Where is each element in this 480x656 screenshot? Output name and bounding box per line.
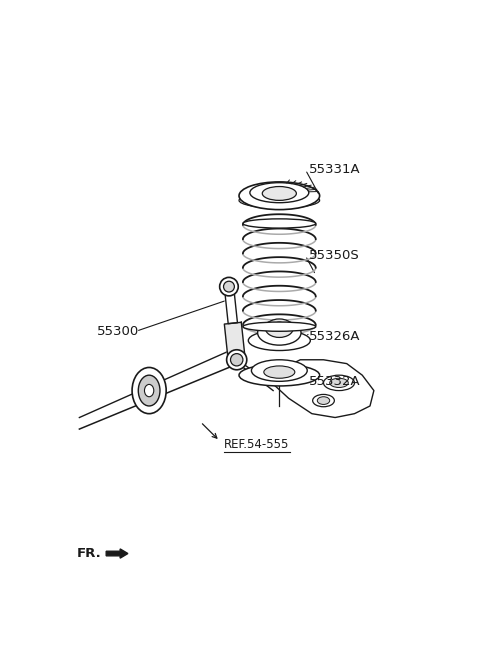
Ellipse shape (230, 354, 243, 366)
Ellipse shape (144, 384, 154, 397)
Ellipse shape (273, 322, 286, 331)
Text: 55332A: 55332A (309, 375, 361, 388)
Text: REF.54-555: REF.54-555 (224, 438, 289, 451)
Polygon shape (227, 352, 273, 390)
Ellipse shape (276, 324, 282, 329)
Ellipse shape (312, 394, 335, 407)
Text: FR.: FR. (77, 547, 101, 560)
Ellipse shape (243, 219, 316, 228)
Ellipse shape (324, 375, 355, 390)
Ellipse shape (248, 331, 311, 350)
Ellipse shape (239, 193, 320, 208)
Ellipse shape (138, 375, 160, 406)
Ellipse shape (262, 186, 296, 200)
Ellipse shape (317, 397, 330, 405)
Ellipse shape (265, 319, 293, 337)
Ellipse shape (243, 322, 316, 331)
Text: 55331A: 55331A (309, 163, 361, 176)
Ellipse shape (258, 321, 301, 345)
Ellipse shape (330, 379, 348, 388)
Ellipse shape (250, 182, 309, 203)
Ellipse shape (239, 182, 320, 210)
Ellipse shape (224, 281, 234, 292)
Polygon shape (224, 286, 240, 360)
Polygon shape (268, 359, 374, 417)
Ellipse shape (252, 359, 307, 381)
Ellipse shape (220, 277, 238, 296)
Polygon shape (224, 322, 245, 361)
Text: 55326A: 55326A (309, 330, 361, 343)
FancyArrow shape (106, 549, 128, 558)
Text: 55300: 55300 (97, 325, 140, 338)
Ellipse shape (264, 366, 295, 379)
Ellipse shape (227, 350, 247, 370)
Ellipse shape (239, 364, 320, 386)
Polygon shape (224, 286, 238, 323)
Text: 55350S: 55350S (309, 249, 360, 262)
Ellipse shape (132, 367, 166, 414)
